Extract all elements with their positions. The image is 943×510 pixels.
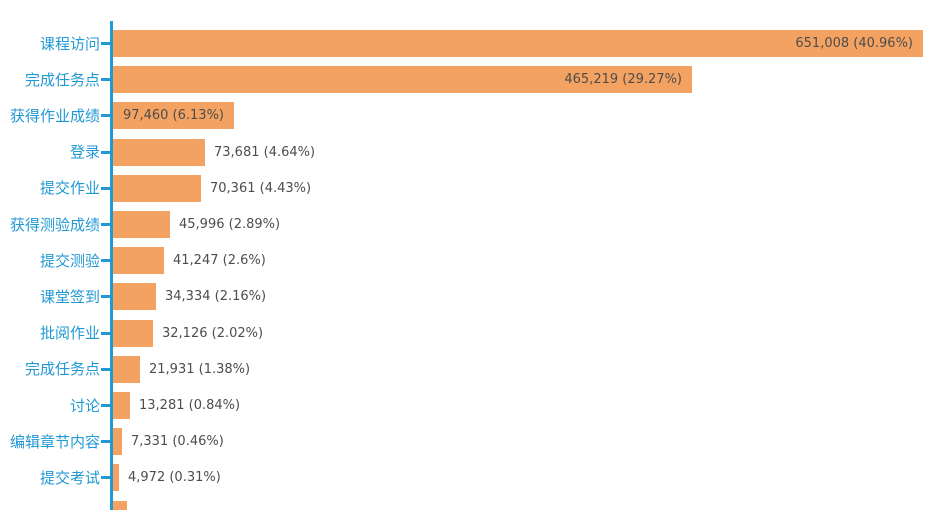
bar[interactable] — [113, 66, 692, 94]
axis-tick — [101, 476, 110, 480]
bar[interactable] — [113, 428, 122, 456]
category-label: 提交考试 — [39, 468, 100, 487]
axis-tick — [101, 42, 110, 45]
bar[interactable] — [113, 283, 156, 311]
value-label: 13,281 (0.84%) — [139, 398, 241, 413]
value-label: 32,126 (2.02%) — [162, 325, 264, 341]
axis-tick — [101, 331, 110, 335]
category-label: 登录 — [69, 143, 100, 162]
value-label: 41,247 (2.6%) — [173, 253, 266, 269]
bar[interactable] — [113, 138, 205, 166]
bar[interactable] — [113, 319, 153, 347]
category-label: 讨论 — [69, 396, 100, 415]
y-axis-line — [110, 21, 113, 510]
category-label: 完成任务点 — [24, 70, 100, 89]
bar[interactable] — [113, 174, 201, 202]
axis-tick — [101, 259, 110, 263]
axis-tick — [101, 295, 110, 299]
axis-tick — [101, 78, 110, 82]
value-label: 73,681 (4.64%) — [214, 144, 316, 160]
partial-bar[interactable] — [113, 500, 127, 510]
category-label: 获得测验成绩 — [9, 215, 100, 234]
category-label: 完成任务点 — [24, 360, 100, 379]
category-label: 课堂签到 — [39, 287, 100, 306]
category-label: 课程访问 — [39, 34, 100, 53]
bar[interactable] — [113, 464, 119, 492]
value-label: 21,931 (1.38%) — [149, 361, 251, 377]
value-label: 465,219 (29.27%) — [564, 72, 682, 88]
axis-tick — [101, 114, 110, 118]
category-label: 提交作业 — [39, 179, 100, 198]
value-label: 45,996 (2.89%) — [179, 217, 281, 232]
value-label: 651,008 (40.96%) — [795, 36, 913, 51]
axis-tick — [101, 367, 110, 371]
value-label: 7,331 (0.46%) — [131, 434, 224, 450]
axis-tick — [101, 150, 110, 154]
bar[interactable] — [113, 392, 130, 419]
category-label: 批阅作业 — [39, 324, 100, 343]
value-label: 97,460 (6.13%) — [122, 108, 224, 124]
value-label: 34,334 (2.16%) — [165, 289, 267, 305]
bar[interactable] — [113, 30, 923, 57]
axis-tick — [101, 223, 110, 226]
bar[interactable] — [113, 211, 170, 238]
bar[interactable] — [113, 355, 140, 383]
axis-tick — [101, 404, 110, 407]
category-label: 获得作业成绩 — [9, 106, 100, 125]
bar[interactable] — [113, 102, 234, 130]
axis-tick — [101, 440, 110, 444]
value-label: 4,972 (0.31%) — [128, 470, 221, 486]
axis-tick — [101, 186, 110, 190]
category-label: 提交测验 — [39, 251, 100, 270]
category-label: 编辑章节内容 — [9, 432, 100, 451]
value-label: 70,361 (4.43%) — [210, 180, 312, 196]
bar[interactable] — [113, 247, 164, 275]
